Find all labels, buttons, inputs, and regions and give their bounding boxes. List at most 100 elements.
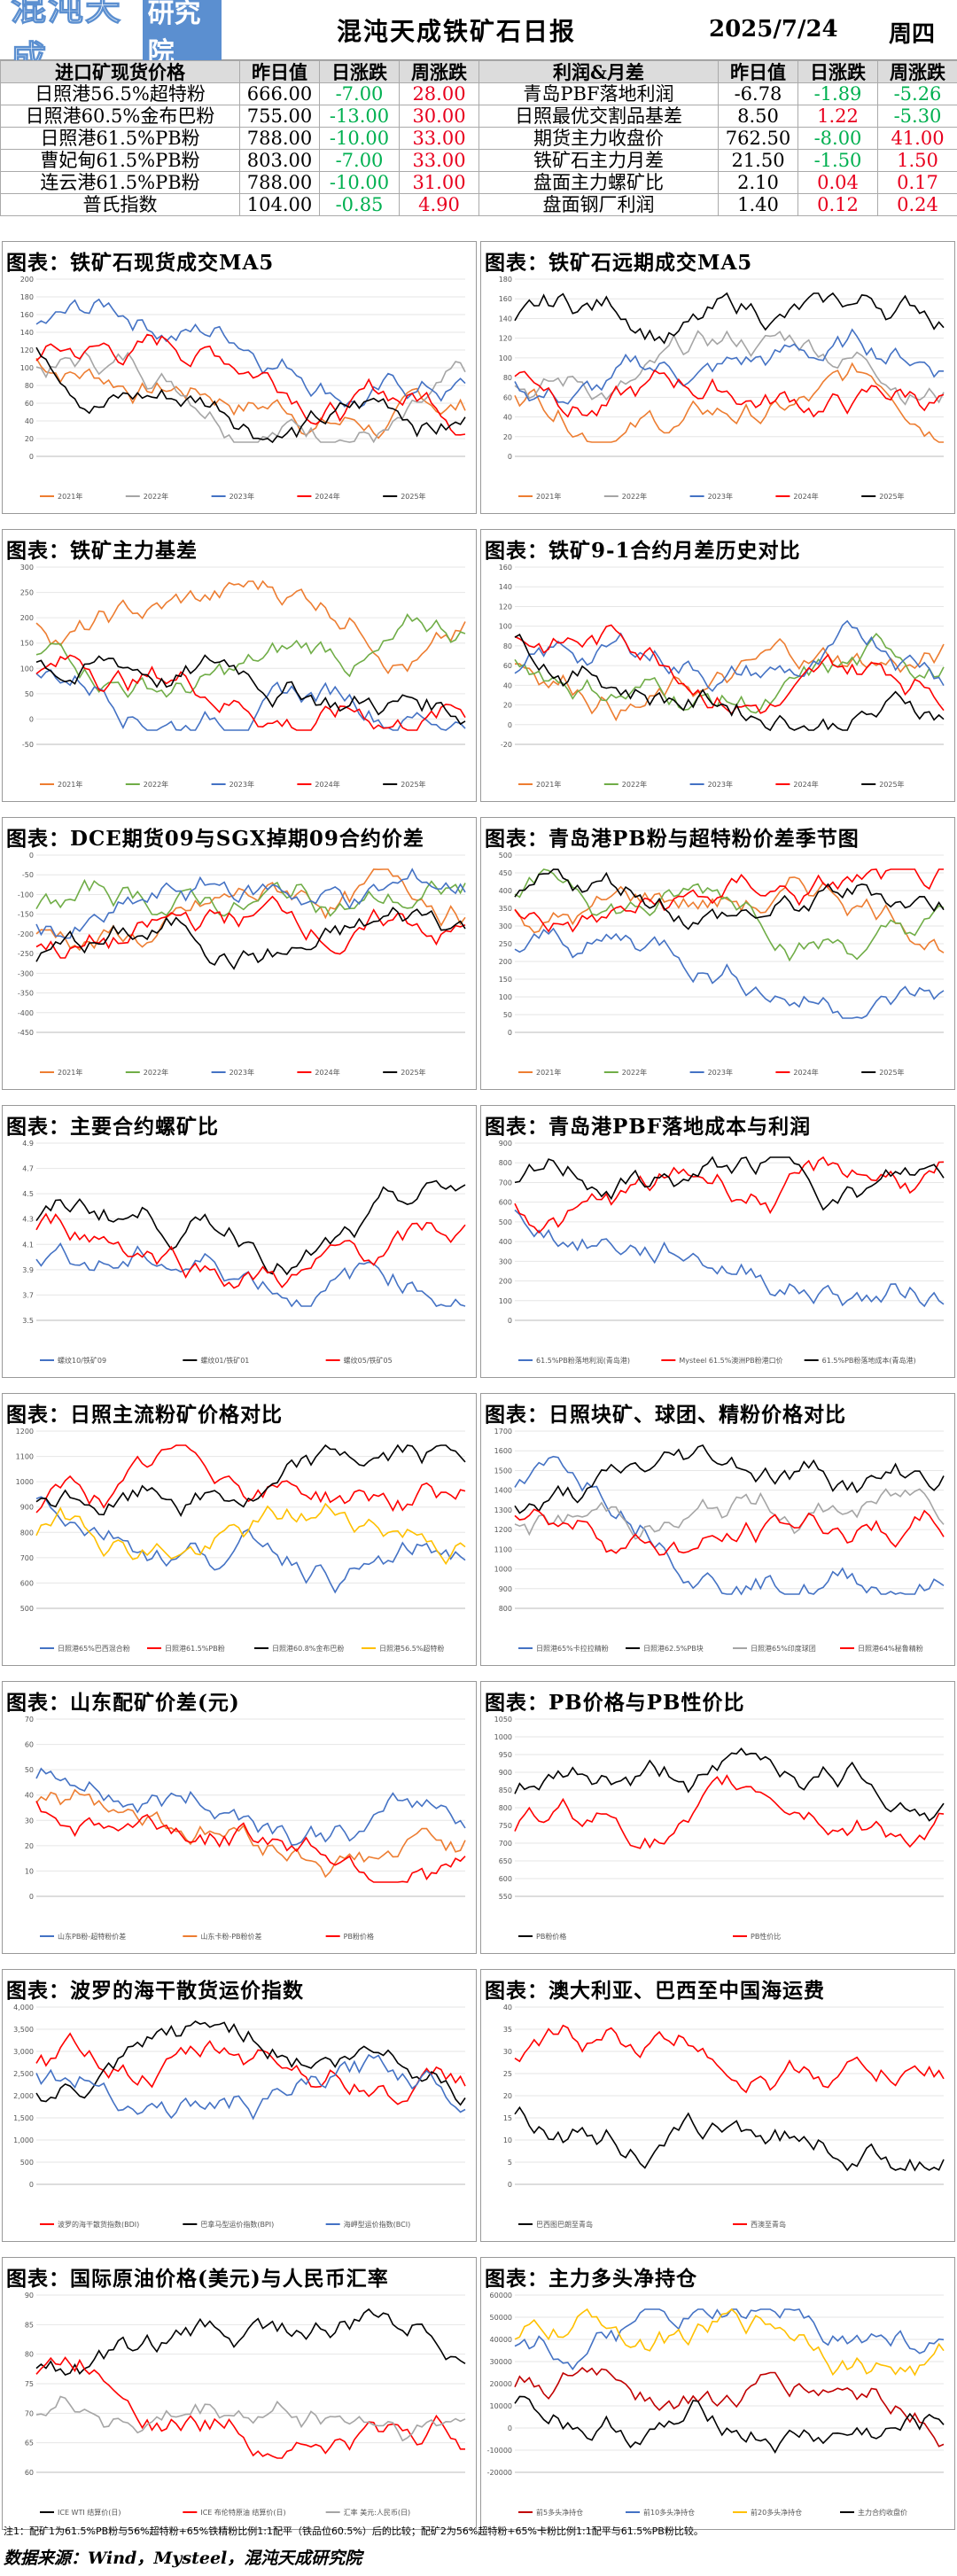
y-tick-label: 20000 [490, 2380, 512, 2388]
y-tick-label: 900 [499, 1769, 512, 1777]
chart-plot: 160 140 120 100 80 60 40 20 0 -20 2021年 2022年 2023年 2… [499, 564, 945, 789]
y-tick-label: 600 [20, 1579, 34, 1587]
legend-label: 山东卡粉-PB粉价差 [200, 1932, 261, 1941]
series-line [35, 298, 466, 409]
legend-label: 2023年 [230, 492, 254, 501]
y-tick-label: 100 [20, 364, 34, 372]
series-line [514, 2105, 945, 2172]
series-line [514, 2367, 945, 2448]
y-tick-label: 60 [503, 393, 512, 401]
y-tick-label: 85 [25, 2321, 34, 2329]
legend-label: 日照港60.8%金布巴粉 [272, 1644, 344, 1653]
y-tick-label: 80 [503, 374, 512, 382]
series-line [35, 357, 466, 440]
y-tick-label: 700 [499, 1179, 512, 1187]
y-tick-label: -20 [501, 741, 512, 749]
series-line [35, 1179, 466, 1276]
table-cell: 0.04 [798, 171, 878, 194]
chart-panel: 图表：铁矿9-1合约月差历史对比 160 140 120 100 80 60 40 20 0 -20… [480, 529, 955, 802]
legend-label: 2024年 [315, 780, 339, 789]
y-tick-label: 60 [25, 1741, 34, 1749]
series-line [514, 1774, 945, 1849]
y-tick-label: 550 [499, 1893, 512, 1901]
y-tick-label: 900 [499, 1585, 512, 1593]
y-tick-label: 4.3 [22, 1216, 34, 1224]
table-cell: -5.30 [877, 105, 957, 128]
table-cell: 28.00 [399, 82, 479, 105]
table-cell: 日照港60.5%金布巴粉 [0, 105, 240, 128]
table-cell: 762.50 [718, 127, 798, 150]
y-tick-label: 1700 [494, 1428, 512, 1436]
y-tick-label: 80 [25, 382, 34, 390]
chart-title: 图表：日照主流粉矿价格对比 [6, 1403, 283, 1427]
y-tick-label: 1100 [494, 1545, 512, 1553]
chart-title: 图表：主要合约螺矿比 [6, 1115, 219, 1139]
y-tick-label: -50 [22, 741, 34, 749]
y-tick-label: 160 [499, 295, 512, 303]
chart-title: 图表：铁矿主力基差 [6, 539, 198, 563]
legend-label: 2023年 [230, 1068, 254, 1077]
y-tick-label: 100 [499, 1297, 512, 1305]
y-tick-label: 800 [499, 1605, 512, 1613]
series-line [514, 637, 945, 722]
series-line [514, 1156, 945, 1234]
y-tick-label: 650 [499, 1857, 512, 1865]
table-cell: 8.50 [718, 105, 798, 128]
y-tick-label: 100 [499, 623, 512, 631]
series-line [514, 1455, 945, 1596]
y-tick-label: -100 [18, 891, 34, 899]
chart-panel: 图表：澳大利亚、巴西至中国海运费 40 35 30 25 20 15 10 5 0 巴西图巴朗至青岛… [480, 1969, 955, 2242]
y-tick-label: -250 [18, 950, 34, 958]
y-tick-label: 300 [499, 922, 512, 930]
table-cell: -10.00 [319, 127, 400, 150]
y-tick-label: -200 [18, 930, 34, 938]
y-tick-label: 160 [499, 564, 512, 572]
y-tick-label: 600 [499, 1199, 512, 1207]
y-tick-label: 15 [503, 2114, 512, 2122]
y-tick-label: 40 [503, 681, 512, 689]
y-tick-label: 1000 [16, 1478, 34, 1486]
y-tick-label: 350 [499, 905, 512, 913]
legend-label: 2023年 [708, 492, 733, 501]
y-tick-label: -50 [22, 871, 34, 879]
chart-panel: 图表：主力多头净持仓 60000 50000 40000 30000 20000 10000… [480, 2257, 955, 2530]
legend-label: 2022年 [144, 780, 168, 789]
series-line [35, 2395, 466, 2442]
y-tick-label: 60 [25, 400, 34, 408]
y-tick-label: 4.9 [22, 1140, 34, 1148]
legend-label: 2025年 [879, 1068, 904, 1077]
y-tick-label: 120 [499, 603, 512, 611]
legend-label: 2024年 [793, 1068, 818, 1077]
y-tick-label: 4.1 [22, 1241, 34, 1249]
legend-label: 波罗的海干散货指数(BDI) [58, 2220, 139, 2229]
table-cell: -1.50 [798, 149, 878, 172]
table-cell: 2.10 [718, 171, 798, 194]
legend-label: ICE WTI 结算价(日) [58, 2508, 121, 2517]
table-cell: 788.00 [239, 171, 320, 194]
chart-panel: 图表：铁矿主力基差 300 250 200 150 100 50 0 -50 2021年 2022年… [2, 529, 477, 802]
legend-label: 2021年 [58, 780, 82, 789]
legend-label: 2025年 [401, 1068, 425, 1077]
series-line [514, 2308, 945, 2377]
y-tick-label: 30 [503, 2048, 512, 2056]
chart-title: 图表：PB价格与PB性价比 [485, 1691, 745, 1715]
chart-plot: 180 160 140 120 100 80 60 40 20 0 2021年 2022年 2023年 2… [499, 276, 945, 501]
y-tick-label: 180 [499, 276, 512, 284]
chart-panel: 图表：国际原油价格(美元)与人民币汇率 90 85 80 75 70 65 60 ICE WTI… [2, 2257, 477, 2530]
series-line [35, 1801, 466, 1883]
chart-plot: 70 60 50 40 30 20 10 0 山东PB粉-超特粉价差 山东卡粉-PB粉价差 PB粉价… [25, 1716, 466, 1941]
legend-label: 2022年 [622, 492, 647, 501]
chart-panel: 图表：主要合约螺矿比 4.9 4.7 4.5 4.3 4.1 3.9 3.7 3.5 螺纹10/铁… [2, 1105, 477, 1378]
y-tick-label: 140 [20, 329, 34, 337]
price-table: 进口矿现货价格 昨日值 日涨跌 周涨跌 利润&月差 昨日值 日涨跌 周涨跌 日照港56.5%超特… [0, 60, 957, 216]
y-tick-label: 300 [499, 1257, 512, 1265]
report-weekday: 周四 [889, 21, 936, 48]
y-tick-label: 30 [25, 1817, 34, 1825]
chart-title: 图表：主力多头净持仓 [485, 2267, 697, 2291]
series-line [514, 369, 945, 418]
y-tick-label: 850 [499, 1786, 512, 1794]
y-tick-label: -300 [18, 969, 34, 977]
chart-title: 图表：铁矿石远期成交MA5 [485, 251, 753, 275]
table-row: 日照港60.5%金布巴粉 755.00 -13.00 30.00 日照最优交割品基差 8.… [0, 105, 957, 128]
y-tick-label: 10 [25, 1867, 34, 1875]
